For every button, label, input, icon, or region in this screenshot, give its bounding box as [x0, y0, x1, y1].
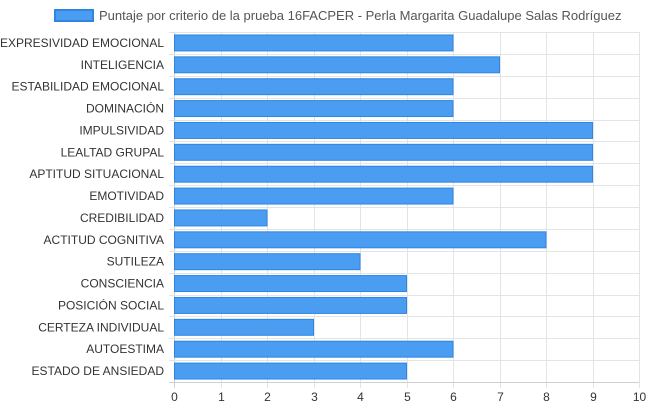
x-tick-label: 0 — [171, 390, 178, 404]
category-label: DOMINACIÓN — [86, 101, 164, 116]
category-label: LEALTAD GRUPAL — [61, 145, 165, 159]
bar[interactable] — [174, 296, 407, 314]
category-label: CONSCIENCIA — [81, 277, 164, 291]
category-labels: EXPRESIVIDAD EMOCIONAL INTELIGENCIA ESTABI… — [0, 36, 164, 378]
category-label: IMPULSIVIDAD — [79, 123, 164, 137]
category-label: CERTEZA INDIVIDUAL — [38, 320, 164, 334]
bar[interactable] — [174, 253, 361, 271]
x-tick-label: 10 — [633, 390, 647, 404]
x-tick-label: 7 — [497, 390, 504, 404]
category-label: AUTOESTIMA — [86, 342, 164, 356]
x-tick-label: 1 — [218, 390, 225, 404]
category-label: APTITUD SITUACIONAL — [29, 167, 164, 181]
x-tick-label: 8 — [543, 390, 550, 404]
bar[interactable] — [174, 78, 454, 96]
x-tick-label: 3 — [311, 390, 318, 404]
bar[interactable] — [174, 56, 500, 74]
legend[interactable]: Puntaje por criterio de la prueba 16FACP… — [54, 8, 621, 23]
category-label: INTELIGENCIA — [81, 58, 164, 72]
x-tick-label: 9 — [590, 390, 597, 404]
bar[interactable] — [174, 362, 407, 380]
bar[interactable] — [174, 209, 268, 227]
bar[interactable] — [174, 231, 547, 249]
category-label: EMOTIVIDAD — [89, 189, 164, 203]
legend-label: Puntaje por criterio de la prueba 16FACP… — [99, 8, 621, 23]
bar[interactable] — [174, 318, 314, 336]
x-tick-label: 6 — [450, 390, 457, 404]
x-tick-label: 4 — [357, 390, 364, 404]
x-tick-label: 5 — [404, 390, 411, 404]
bar[interactable] — [174, 165, 593, 183]
category-label: EXPRESIVIDAD EMOCIONAL — [0, 36, 164, 50]
category-label: ACTITUD COGNITIVA — [44, 233, 164, 247]
x-tick-labels: 0 1 2 3 4 5 6 7 8 9 10 — [171, 390, 646, 404]
category-label: CREDIBILIDAD — [80, 211, 164, 225]
bar[interactable] — [174, 340, 454, 358]
bar[interactable] — [174, 143, 593, 161]
category-label: POSICIÓN SOCIAL — [58, 297, 164, 312]
x-tick-label: 2 — [264, 390, 271, 404]
category-label: ESTADO DE ANSIEDAD — [32, 364, 165, 378]
bar[interactable] — [174, 275, 407, 293]
bar[interactable] — [174, 187, 454, 205]
category-label: SUTILEZA — [107, 255, 164, 269]
bar[interactable] — [174, 121, 593, 139]
bar[interactable] — [174, 100, 454, 118]
category-label: ESTABILIDAD EMOCIONAL — [12, 80, 165, 94]
bars — [174, 34, 593, 380]
legend-swatch — [54, 9, 94, 22]
bar[interactable] — [174, 34, 454, 52]
